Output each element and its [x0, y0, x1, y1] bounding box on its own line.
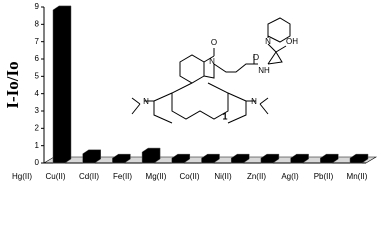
- y-tick-label: 4: [35, 89, 40, 98]
- x-tick-label: Pb(II): [314, 172, 334, 181]
- x-tick-label: Zn(II): [247, 172, 266, 181]
- atom-label: O: [253, 53, 259, 62]
- atom-label: N: [209, 57, 215, 66]
- x-tick-label: Ag(I): [281, 172, 299, 181]
- structure: O N O NH N OH N N 1: [131, 17, 298, 124]
- bar: [112, 153, 131, 164]
- bar: [349, 153, 369, 164]
- y-tick-label: 7: [35, 37, 40, 46]
- x-tick-label: Fe(II): [113, 172, 132, 181]
- bar: [141, 147, 161, 164]
- atom-label: NH: [258, 66, 270, 75]
- y-tick-label: 5: [35, 71, 40, 80]
- bar: [201, 153, 220, 164]
- y-tick-label: 8: [35, 19, 40, 28]
- atom-label: OH: [286, 37, 298, 46]
- atom-label: N: [251, 97, 257, 106]
- x-tick-label: Co(II): [180, 172, 200, 181]
- bar: [320, 153, 339, 164]
- x-tick-label: Cd(II): [79, 172, 99, 181]
- bar: [171, 153, 191, 164]
- bar: [260, 153, 280, 164]
- y-axis-title: I-Io/Io: [3, 61, 22, 108]
- y-tick-label: 2: [35, 123, 40, 132]
- atom-label: O: [211, 38, 217, 47]
- y-tick-label: 3: [35, 106, 40, 115]
- bar: [230, 153, 250, 164]
- x-tick-label: Cu(II): [46, 172, 66, 181]
- y-tick-label: 6: [35, 54, 40, 63]
- y-tick-label: 9: [35, 2, 40, 11]
- atom-label: N: [265, 37, 271, 46]
- x-tick-label: Mg(II): [146, 172, 167, 181]
- y-tick-label: 0: [35, 158, 40, 167]
- x-tick-label: Ni(II): [214, 172, 232, 181]
- structure-bonds: [131, 17, 291, 124]
- bar: [82, 149, 101, 164]
- bar: [290, 153, 309, 164]
- compound-label: 1: [222, 111, 227, 121]
- atom-label: N: [143, 97, 149, 106]
- x-tick-label: Hg(II): [12, 172, 32, 181]
- y-tick-label: 1: [35, 141, 40, 150]
- chart: I-Io/Io O N O NH N OH N N 1 0 1 2 3 4 5 6 7 8 9 Hg…: [3, 2, 378, 181]
- x-tick-label: Mn(II): [347, 172, 368, 181]
- bar: [52, 5, 72, 164]
